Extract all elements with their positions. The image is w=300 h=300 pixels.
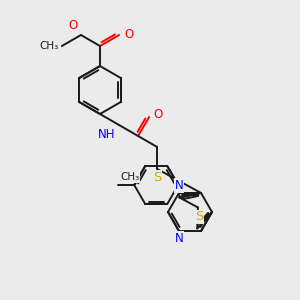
Text: O: O [69,19,78,32]
Text: N: N [175,179,183,192]
Text: CH₃: CH₃ [40,41,59,51]
Text: CH₃: CH₃ [120,172,140,182]
Text: O: O [124,28,133,40]
Text: O: O [153,108,162,122]
Text: S: S [153,171,161,184]
Text: N: N [175,232,183,245]
Text: NH: NH [98,128,115,141]
Text: S: S [195,210,203,224]
